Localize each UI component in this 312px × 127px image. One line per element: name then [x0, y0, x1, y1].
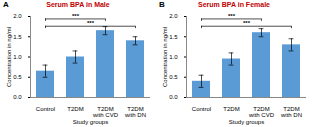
svg-text:1.0: 1.0 [13, 54, 22, 60]
svg-text:T2DMwith CVD: T2DMwith CVD [248, 106, 275, 118]
svg-text:T2DM: T2DM [67, 106, 83, 112]
svg-text:1.5: 1.5 [169, 34, 178, 40]
svg-text:***: *** [243, 20, 251, 26]
svg-text:1.0: 1.0 [169, 54, 178, 60]
svg-text:0.0: 0.0 [169, 94, 178, 100]
svg-text:1.5: 1.5 [13, 34, 22, 40]
svg-text:T2DMwith DN: T2DMwith DN [280, 106, 302, 118]
svg-text:2.0: 2.0 [169, 13, 178, 19]
svg-text:0.5: 0.5 [13, 74, 22, 80]
html-text:Serum BPA in Male: Serum BPA in Male [46, 1, 110, 8]
svg-text:2.0: 2.0 [13, 13, 22, 19]
svg-text:***: *** [87, 20, 95, 26]
svg-text:Control: Control [192, 106, 211, 112]
svg-text:***: *** [72, 13, 80, 19]
svg-text:Concentration in ng/ml: Concentration in ng/ml [6, 27, 12, 87]
svg-text:Study groups: Study groups [73, 119, 108, 125]
svg-text:T2DM: T2DM [223, 106, 239, 112]
svg-text:Control: Control [36, 106, 55, 112]
html-text:B: B [159, 0, 165, 9]
svg-text:T2DMwith CVD: T2DMwith CVD [92, 106, 119, 118]
svg-text:***: *** [228, 13, 236, 19]
svg-text:0.5: 0.5 [169, 74, 178, 80]
svg-text:Concentration in ng/ml: Concentration in ng/ml [162, 27, 168, 87]
svg-text:0.0: 0.0 [13, 94, 22, 100]
html-text:A: A [3, 0, 9, 9]
svg-text:Study groups: Study groups [229, 119, 264, 125]
svg-text:T2DMwith DN: T2DMwith DN [124, 106, 146, 118]
html-text:Serum BPA in Female: Serum BPA in Female [198, 1, 270, 8]
